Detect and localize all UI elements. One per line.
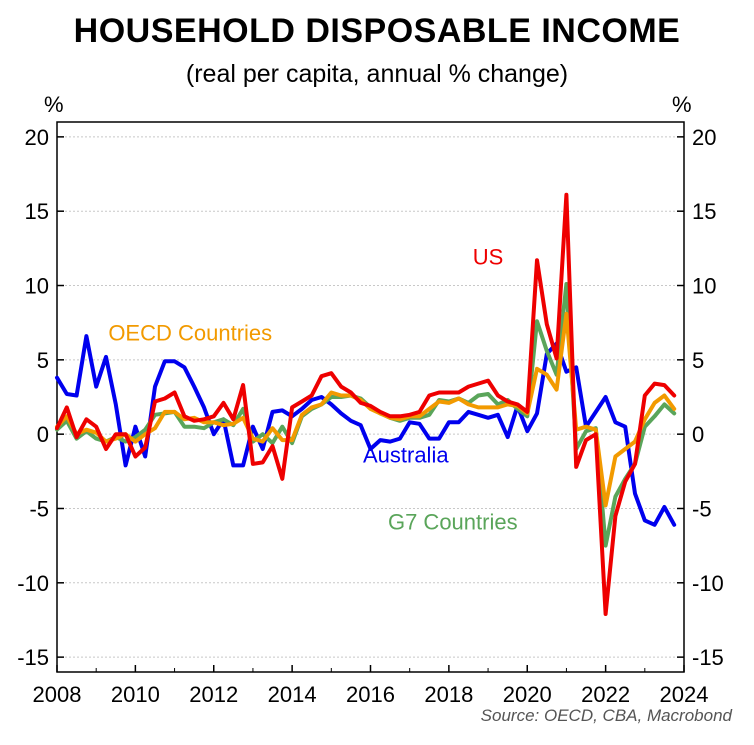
x-tick-label: 2010 bbox=[111, 682, 160, 707]
x-tick-label: 2014 bbox=[268, 682, 317, 707]
x-tick-label: 2012 bbox=[189, 682, 238, 707]
series-lines bbox=[55, 192, 677, 616]
y-tick-label-left: -15 bbox=[17, 645, 49, 670]
plot-frame bbox=[56, 121, 685, 673]
y-tick-label-left: 0 bbox=[37, 422, 49, 447]
plot-border bbox=[56, 121, 685, 673]
series-label-oecd-countries: OECD Countries bbox=[108, 321, 272, 346]
y-tick-label-left: 5 bbox=[37, 348, 49, 373]
chart-subtitle: (real per capita, annual % change) bbox=[185, 60, 569, 88]
y-tick-label-left: 20 bbox=[25, 125, 49, 150]
y-tick-label-right: -15 bbox=[692, 645, 724, 670]
y-tick-label-right: 10 bbox=[692, 274, 716, 299]
y-unit-left: % bbox=[44, 92, 64, 117]
series-label-us: US bbox=[473, 245, 504, 270]
series-labels: Australia G7 Countries OECD Countries US bbox=[108, 245, 517, 535]
y-tick-label-left: -10 bbox=[17, 571, 49, 596]
y-tick-label-right: -10 bbox=[692, 571, 724, 596]
y-tick-label-left: 10 bbox=[25, 274, 49, 299]
series-line-us bbox=[55, 192, 677, 616]
source-note: Source: OECD, CBA, Macrobond bbox=[480, 706, 732, 725]
x-tick-label: 2024 bbox=[660, 682, 709, 707]
series-label-australia: Australia bbox=[363, 442, 449, 467]
x-tick-label: 2016 bbox=[346, 682, 395, 707]
chart-title: HOUSEHOLD DISPOSABLE INCOME bbox=[73, 12, 681, 50]
x-tick-label: 2018 bbox=[424, 682, 473, 707]
x-tick-label: 2020 bbox=[503, 682, 552, 707]
y-tick-label-right: 20 bbox=[692, 125, 716, 150]
y-tick-label-right: 5 bbox=[692, 348, 704, 373]
x-tick-label: 2022 bbox=[581, 682, 630, 707]
y-tick-label-right: 0 bbox=[692, 422, 704, 447]
series-label-g7-countries: G7 Countries bbox=[388, 509, 518, 534]
x-tick-label: 2008 bbox=[33, 682, 82, 707]
y-unit-right: % bbox=[672, 92, 692, 117]
y-tick-label-left: -5 bbox=[29, 496, 49, 521]
gridlines bbox=[57, 136, 684, 658]
y-axis-left: 20 15 10 5 0 -5 -10 -15 bbox=[17, 125, 64, 670]
y-tick-label-left: 15 bbox=[25, 199, 49, 224]
y-tick-label-right: -5 bbox=[692, 496, 712, 521]
y-axis-right: 20 15 10 5 0 -5 -10 -15 bbox=[677, 125, 724, 670]
x-axis: 2008 2010 2012 2014 2016 2018 2020 2022 2024 bbox=[33, 665, 709, 707]
y-tick-label-right: 15 bbox=[692, 199, 716, 224]
